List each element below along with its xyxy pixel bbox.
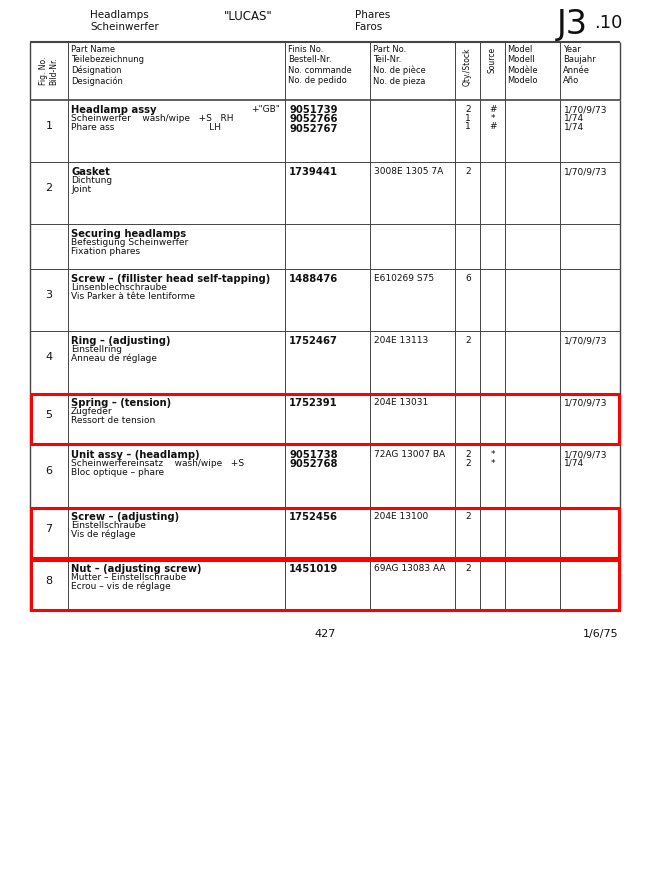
Text: Headlamp assy: Headlamp assy xyxy=(71,105,157,115)
Text: 1/74: 1/74 xyxy=(564,113,584,122)
Text: 69AG 13083 AA: 69AG 13083 AA xyxy=(374,564,445,573)
Text: Source: Source xyxy=(488,47,497,74)
Text: 1752391: 1752391 xyxy=(289,398,338,408)
Text: Year
Baujahr
Année
Año: Year Baujahr Année Año xyxy=(563,45,596,85)
Text: 1: 1 xyxy=(465,122,471,131)
Text: 427: 427 xyxy=(315,629,335,639)
Text: 4: 4 xyxy=(46,352,53,362)
Text: 2: 2 xyxy=(465,512,471,521)
Text: 1/70/9/73: 1/70/9/73 xyxy=(564,105,608,114)
Text: "LUCAS": "LUCAS" xyxy=(224,10,272,23)
Text: 1/74: 1/74 xyxy=(564,122,584,131)
Text: Model
Modell
Modèle
Modelo: Model Modell Modèle Modelo xyxy=(507,45,538,85)
Text: 9051739: 9051739 xyxy=(289,105,337,115)
Text: +"GB": +"GB" xyxy=(251,105,280,114)
Text: 72AG 13007 BA: 72AG 13007 BA xyxy=(374,450,445,459)
Text: 3008E 1305 7A: 3008E 1305 7A xyxy=(374,167,443,176)
Text: 2: 2 xyxy=(465,450,471,459)
Text: 6: 6 xyxy=(465,274,471,283)
Text: Phares: Phares xyxy=(355,10,390,20)
Text: Part No.
Teil-Nr.
No. de pièce
No. de pieza: Part No. Teil-Nr. No. de pièce No. de pi… xyxy=(373,45,426,86)
Text: Einstellring: Einstellring xyxy=(71,346,122,354)
Text: 1: 1 xyxy=(465,113,471,122)
Text: 1: 1 xyxy=(46,121,53,131)
Text: 1/70/9/73: 1/70/9/73 xyxy=(564,398,608,407)
Text: Anneau de réglage: Anneau de réglage xyxy=(71,354,157,363)
Text: 5: 5 xyxy=(46,410,53,420)
Text: Vis de réglage: Vis de réglage xyxy=(71,530,136,540)
Text: Faros: Faros xyxy=(355,22,382,32)
Text: Mutter – Einstellschraube: Mutter – Einstellschraube xyxy=(71,573,187,582)
Text: Qty./Stock: Qty./Stock xyxy=(463,47,471,86)
Text: Zugfeder: Zugfeder xyxy=(71,408,112,416)
Text: 204E 13100: 204E 13100 xyxy=(374,512,428,521)
Text: Screw – (fillister head self-tapping): Screw – (fillister head self-tapping) xyxy=(71,274,270,284)
Text: Headlamps: Headlamps xyxy=(90,10,149,20)
Text: 204E 13031: 204E 13031 xyxy=(374,398,428,407)
Bar xyxy=(31,508,619,558)
Text: Scheinwerfer: Scheinwerfer xyxy=(90,22,159,32)
Text: Securing headlamps: Securing headlamps xyxy=(71,229,186,239)
Text: Befestigung Scheinwerfer: Befestigung Scheinwerfer xyxy=(71,238,188,247)
Text: 2: 2 xyxy=(465,105,471,114)
Text: 2: 2 xyxy=(465,459,471,468)
Text: 1451019: 1451019 xyxy=(289,564,338,574)
Text: 1752467: 1752467 xyxy=(289,336,338,346)
Text: Part Name
Teilebezeichnung
Désignation
Designación: Part Name Teilebezeichnung Désignation D… xyxy=(71,45,144,87)
Text: Scheinwerfereinsatz    wash/wipe   +S: Scheinwerfereinsatz wash/wipe +S xyxy=(71,460,244,469)
Text: 2: 2 xyxy=(465,167,471,176)
Text: Ressort de tension: Ressort de tension xyxy=(71,416,155,424)
Text: Ecrou – vis de réglage: Ecrou – vis de réglage xyxy=(71,582,171,591)
Text: 7: 7 xyxy=(46,524,53,534)
Text: 9051738: 9051738 xyxy=(289,450,337,460)
Text: *: * xyxy=(491,113,495,122)
Text: 2: 2 xyxy=(46,183,53,193)
Text: Fig. No.
Bild-Nr.: Fig. No. Bild-Nr. xyxy=(39,57,58,85)
Text: Joint: Joint xyxy=(71,184,91,194)
Text: Ring – (adjusting): Ring – (adjusting) xyxy=(71,336,170,346)
Text: 1/74: 1/74 xyxy=(564,459,584,468)
Text: J3: J3 xyxy=(557,8,588,41)
Text: 1739441: 1739441 xyxy=(289,167,338,177)
Text: 9052766: 9052766 xyxy=(289,114,337,124)
Text: Linsenblechschraube: Linsenblechschraube xyxy=(71,284,167,292)
Text: Vis Parker à tête lentiforme: Vis Parker à tête lentiforme xyxy=(71,291,195,300)
Text: Unit assy – (headlamp): Unit assy – (headlamp) xyxy=(71,450,200,460)
Text: Nut – (adjusting screw): Nut – (adjusting screw) xyxy=(71,564,202,574)
Text: Einstellschraube: Einstellschraube xyxy=(71,521,146,531)
Text: Phare ass                                 LH: Phare ass LH xyxy=(71,122,221,132)
Text: *: * xyxy=(491,450,495,459)
Text: Dichtung: Dichtung xyxy=(71,176,112,185)
Text: *: * xyxy=(491,459,495,468)
Bar xyxy=(31,560,619,610)
Text: 9052767: 9052767 xyxy=(289,124,337,134)
Text: 1/70/9/73: 1/70/9/73 xyxy=(564,450,608,459)
Text: 1488476: 1488476 xyxy=(289,274,338,284)
Text: Bloc optique – phare: Bloc optique – phare xyxy=(71,468,164,477)
Text: Gasket: Gasket xyxy=(71,167,110,177)
Text: 1752456: 1752456 xyxy=(289,512,338,522)
Text: 204E 13113: 204E 13113 xyxy=(374,336,428,345)
Text: Fixation phares: Fixation phares xyxy=(71,246,140,256)
Text: 1/70/9/73: 1/70/9/73 xyxy=(564,167,608,176)
Text: #: # xyxy=(489,122,497,131)
Text: 6: 6 xyxy=(46,466,53,476)
Text: #: # xyxy=(489,105,497,114)
Text: 1/6/75: 1/6/75 xyxy=(582,629,618,639)
Text: 2: 2 xyxy=(465,564,471,573)
Text: 8: 8 xyxy=(46,576,53,586)
Text: Screw – (adjusting): Screw – (adjusting) xyxy=(71,512,179,522)
Text: .10: .10 xyxy=(594,14,623,32)
Text: Spring – (tension): Spring – (tension) xyxy=(71,398,171,408)
Text: Finis No.
Bestell-Nr.
No. commande
No. de pedido: Finis No. Bestell-Nr. No. commande No. d… xyxy=(288,45,352,85)
Text: 1/70/9/73: 1/70/9/73 xyxy=(564,336,608,345)
Text: E610269 S75: E610269 S75 xyxy=(374,274,434,283)
Text: 3: 3 xyxy=(46,290,53,300)
Text: Scheinwerfer    wash/wipe   +S   RH: Scheinwerfer wash/wipe +S RH xyxy=(71,114,233,123)
Text: 2: 2 xyxy=(465,336,471,345)
Bar xyxy=(31,394,619,444)
Text: 9052768: 9052768 xyxy=(289,460,337,470)
